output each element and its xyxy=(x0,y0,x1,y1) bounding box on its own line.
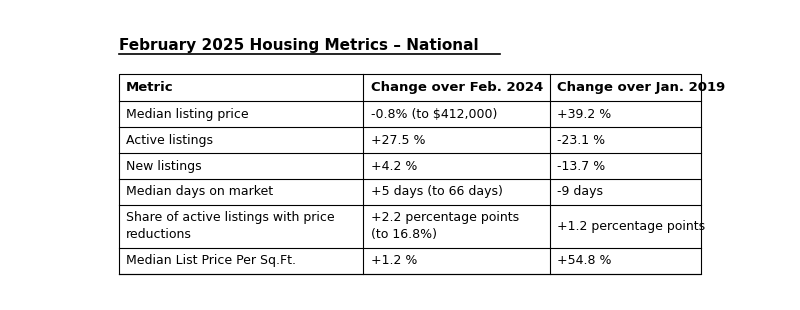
Text: Median listing price: Median listing price xyxy=(126,108,249,121)
Text: New listings: New listings xyxy=(126,160,202,173)
Text: Change over Feb. 2024: Change over Feb. 2024 xyxy=(371,81,543,94)
Text: +2.2 percentage points
(to 16.8%): +2.2 percentage points (to 16.8%) xyxy=(371,211,519,241)
Text: +5 days (to 66 days): +5 days (to 66 days) xyxy=(371,185,502,198)
Text: +54.8 %: +54.8 % xyxy=(558,254,612,267)
Text: +1.2 %: +1.2 % xyxy=(371,254,417,267)
Text: Change over Jan. 2019: Change over Jan. 2019 xyxy=(558,81,726,94)
Text: +4.2 %: +4.2 % xyxy=(371,160,417,173)
Text: Share of active listings with price
reductions: Share of active listings with price redu… xyxy=(126,211,334,241)
Text: +39.2 %: +39.2 % xyxy=(558,108,611,121)
Text: -9 days: -9 days xyxy=(558,185,603,198)
Text: February 2025 Housing Metrics – National: February 2025 Housing Metrics – National xyxy=(118,38,478,53)
Text: Median List Price Per Sq.Ft.: Median List Price Per Sq.Ft. xyxy=(126,254,296,267)
Text: +27.5 %: +27.5 % xyxy=(371,134,426,147)
Text: Median days on market: Median days on market xyxy=(126,185,273,198)
Text: Active listings: Active listings xyxy=(126,134,213,147)
Text: -23.1 %: -23.1 % xyxy=(558,134,606,147)
Text: -0.8% (to $412,000): -0.8% (to $412,000) xyxy=(371,108,497,121)
Text: +1.2 percentage points: +1.2 percentage points xyxy=(558,220,706,233)
Text: -13.7 %: -13.7 % xyxy=(558,160,606,173)
Text: Metric: Metric xyxy=(126,81,174,94)
